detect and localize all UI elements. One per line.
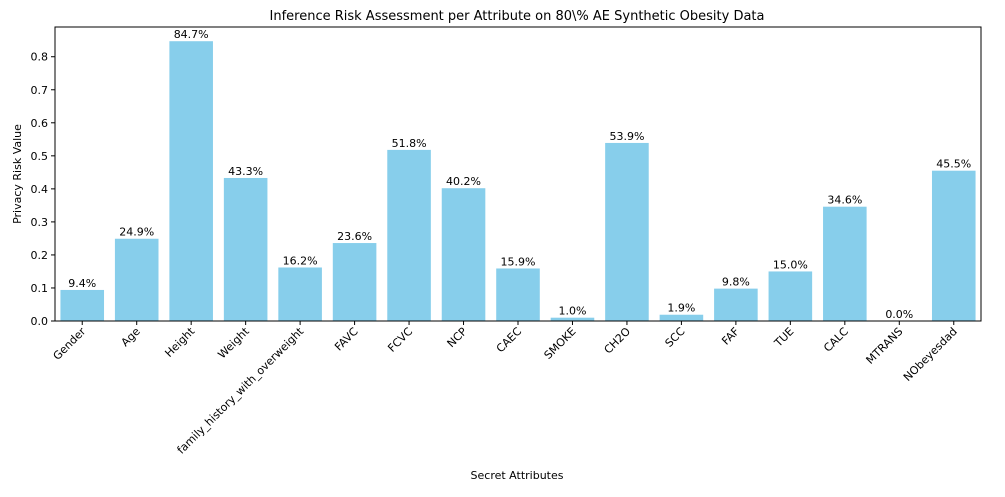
bar-Gender (60, 289, 105, 321)
bar-NCP (441, 188, 486, 321)
x-tick-label: Age (119, 325, 143, 349)
bar-Weight (223, 177, 268, 321)
bar-FAVC (332, 243, 377, 321)
x-tick-label: NObeyesdad (901, 325, 960, 384)
x-tick-label: MTRANS (864, 325, 906, 367)
bar-value-label: 15.0% (773, 258, 808, 271)
bars-group: 9.4% 24.9% 84.7% 43.3% 16.2% 23.6% 51.8% 40.2% 1… (60, 28, 976, 321)
y-tick-label: 0.7 (31, 84, 49, 97)
y-axis: 0.0 0.1 0.2 0.3 0.4 0.5 0.6 0.7 0.8 (31, 51, 55, 328)
bar-value-label: 1.0% (558, 305, 586, 318)
bar-Age (114, 238, 159, 321)
bar-Height (169, 41, 213, 321)
bar-SMOKE (550, 317, 595, 321)
y-tick-label: 0.0 (31, 315, 49, 328)
bar-value-label: 40.2% (446, 175, 481, 188)
y-tick-label: 0.2 (31, 249, 49, 262)
x-tick-label: CAEC (494, 325, 525, 356)
bar-value-label: 23.6% (337, 230, 372, 243)
bar-value-label: 1.9% (667, 302, 695, 315)
plot-frame (54, 26, 982, 322)
y-tick-label: 0.6 (31, 117, 49, 130)
bar-value-label: 9.4% (68, 277, 96, 290)
x-axis-label: Secret Attributes (471, 469, 564, 482)
y-tick-label: 0.8 (31, 51, 49, 64)
bar-value-label: 53.9% (609, 130, 644, 143)
chart-title: Inference Risk Assessment per Attribute … (270, 9, 765, 24)
bar-value-label: 34.6% (827, 194, 862, 207)
x-tick-label: Weight (215, 324, 252, 361)
bar-value-label: 45.5% (936, 158, 971, 171)
y-tick-label: 0.5 (31, 150, 49, 163)
bar-CH2O (605, 142, 649, 321)
bar-TUE (768, 271, 813, 321)
x-tick-label: NCP (445, 325, 470, 350)
bar-value-label: 0.0% (885, 308, 913, 321)
x-tick-label: Gender (50, 325, 88, 363)
x-tick-label: Height (162, 324, 197, 359)
bar-CAEC (496, 268, 540, 321)
y-tick-label: 0.1 (31, 282, 49, 295)
bar-FAF (714, 288, 758, 321)
x-tick-label: FCVC (385, 325, 415, 355)
bar-value-label: 9.8% (722, 276, 750, 289)
x-tick-label: SMOKE (542, 325, 579, 362)
bar-value-label: 84.7% (174, 28, 209, 41)
bar-value-label: 16.2% (283, 254, 318, 267)
x-tick-label: TUE (771, 325, 796, 350)
bar-NObeyesdad (931, 170, 976, 321)
x-tick-label: FAF (719, 325, 742, 348)
bar-SCC (659, 314, 704, 321)
x-tick-label: CH2O (602, 325, 634, 357)
x-tick-label: FAVC (332, 325, 361, 354)
x-tick-label: SCC (663, 325, 688, 350)
bar-CALC (823, 206, 867, 321)
bar-family_history_with_overweight (278, 267, 322, 321)
bar-FCVC (387, 149, 431, 321)
x-axis: Gender Age Height Weightfamily_history_with… (50, 321, 960, 457)
x-tick-label: CALC (821, 325, 851, 355)
bar-value-label: 15.9% (501, 255, 536, 268)
y-tick-label: 0.4 (31, 183, 49, 196)
y-axis-label: Privacy Risk Value (11, 124, 24, 224)
bar-value-label: 24.9% (119, 226, 154, 239)
bar-value-label: 43.3% (228, 165, 263, 178)
bar-value-label: 51.8% (392, 137, 427, 150)
y-tick-label: 0.3 (31, 216, 49, 229)
